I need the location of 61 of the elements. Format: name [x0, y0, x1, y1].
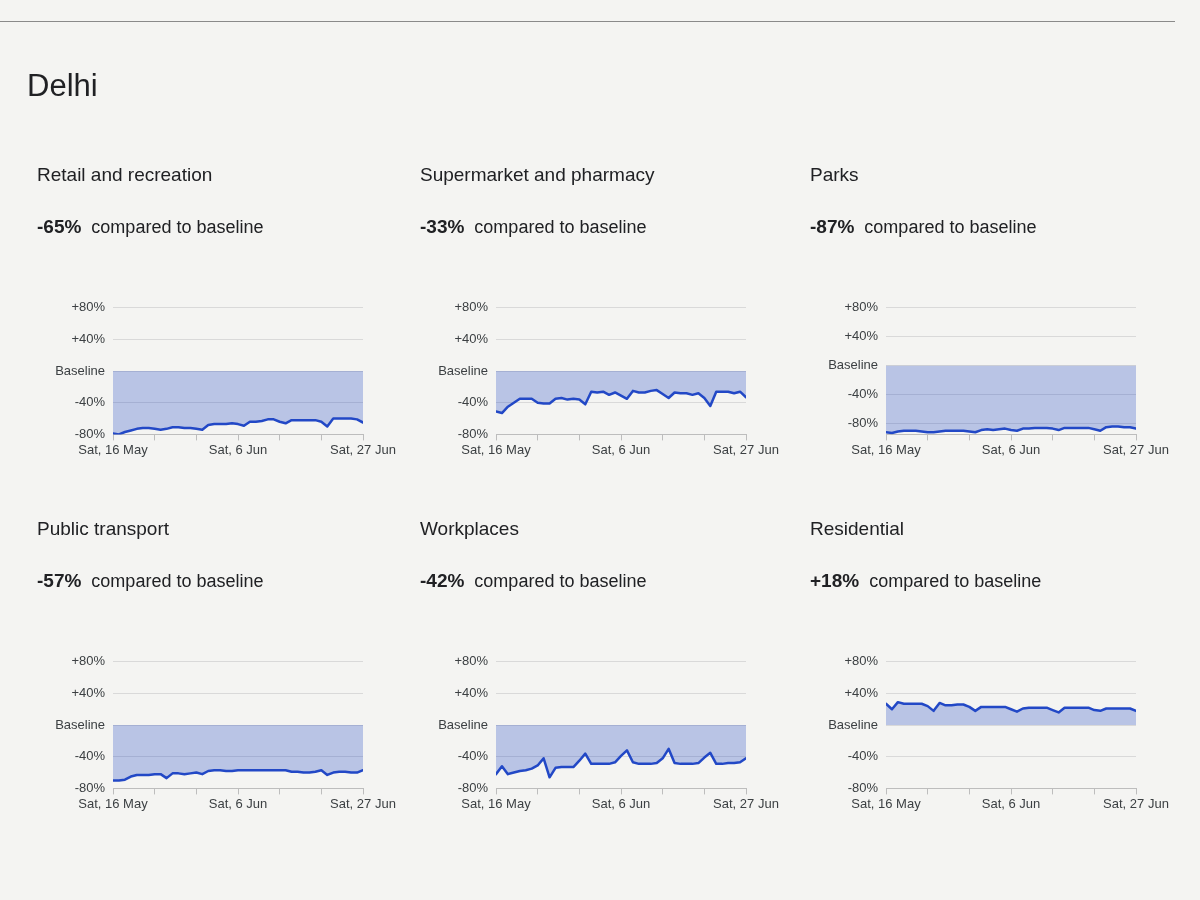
y-tick-label: +80% — [454, 299, 489, 315]
y-tick-label: -40% — [847, 386, 879, 402]
y-tick-label: +80% — [71, 653, 106, 669]
chart-title: Retail and recreation — [37, 163, 213, 187]
x-tick-label: Sat, 16 May — [78, 795, 149, 811]
y-tick-label: Baseline — [828, 716, 878, 732]
x-tick-label: Sat, 16 May — [851, 441, 922, 457]
chart-subtitle: -57% compared to baseline — [37, 569, 264, 593]
chart-title: Workplaces — [420, 517, 519, 541]
x-tick-label: Sat, 16 May — [461, 795, 532, 811]
x-tick-label: Sat, 6 Jun — [208, 795, 268, 811]
y-tick-label: -80% — [457, 425, 489, 441]
y-tick-label: -40% — [74, 748, 106, 764]
x-tick-label: Sat, 27 Jun — [330, 795, 396, 811]
x-tick-label: Sat, 6 Jun — [591, 441, 651, 457]
y-tick-label: -40% — [74, 394, 106, 410]
y-tick-label: +80% — [844, 653, 879, 669]
y-tick-label: +40% — [71, 331, 106, 347]
x-tick-label: Sat, 27 Jun — [330, 441, 396, 457]
y-tick-label: Baseline — [55, 362, 105, 378]
y-tick-label: -80% — [847, 779, 879, 795]
y-tick-label: Baseline — [438, 716, 488, 732]
y-tick-label: +40% — [454, 685, 489, 701]
chart-subtitle: +18% compared to baseline — [810, 569, 1042, 593]
y-tick-label: +80% — [71, 299, 106, 315]
y-tick-label: +40% — [454, 331, 489, 347]
chart-subtitle: -87% compared to baseline — [810, 215, 1037, 239]
x-tick-label: Sat, 27 Jun — [713, 441, 779, 457]
x-tick-label: Sat, 6 Jun — [208, 441, 268, 457]
y-tick-label: +40% — [844, 328, 879, 344]
x-tick-label: Sat, 16 May — [461, 441, 532, 457]
chart-subtitle: -33% compared to baseline — [420, 215, 647, 239]
y-tick-label: -80% — [74, 425, 106, 441]
chart-title: Public transport — [37, 517, 170, 541]
x-tick-label: Sat, 6 Jun — [591, 795, 651, 811]
x-tick-label: Sat, 27 Jun — [1103, 441, 1169, 457]
y-tick-label: +80% — [454, 653, 489, 669]
y-tick-label: +80% — [844, 299, 879, 315]
y-tick-label: Baseline — [828, 357, 878, 373]
y-tick-label: -40% — [457, 394, 489, 410]
x-tick-label: Sat, 6 Jun — [981, 795, 1041, 811]
chart-subtitle: -42% compared to baseline — [420, 569, 647, 593]
chart-title: Residential — [810, 517, 904, 541]
text: Delhi — [27, 68, 98, 104]
y-tick-label: +40% — [844, 685, 879, 701]
y-tick-label: Baseline — [438, 362, 488, 378]
x-tick-label: Sat, 6 Jun — [981, 441, 1041, 457]
chart-title: Parks — [810, 163, 859, 187]
x-tick-label: Sat, 27 Jun — [1103, 795, 1169, 811]
x-tick-label: Sat, 16 May — [851, 795, 922, 811]
chart-title: Supermarket and pharmacy — [420, 163, 655, 187]
y-tick-label: -80% — [457, 779, 489, 795]
y-tick-label: Baseline — [55, 716, 105, 732]
x-tick-label: Sat, 27 Jun — [713, 795, 779, 811]
y-tick-label: -40% — [457, 748, 489, 764]
y-tick-label: -40% — [847, 748, 879, 764]
y-tick-label: +40% — [71, 685, 106, 701]
y-tick-label: -80% — [74, 779, 106, 795]
chart-subtitle: -65% compared to baseline — [37, 215, 264, 239]
x-tick-label: Sat, 16 May — [78, 441, 149, 457]
y-tick-label: -80% — [847, 415, 879, 431]
